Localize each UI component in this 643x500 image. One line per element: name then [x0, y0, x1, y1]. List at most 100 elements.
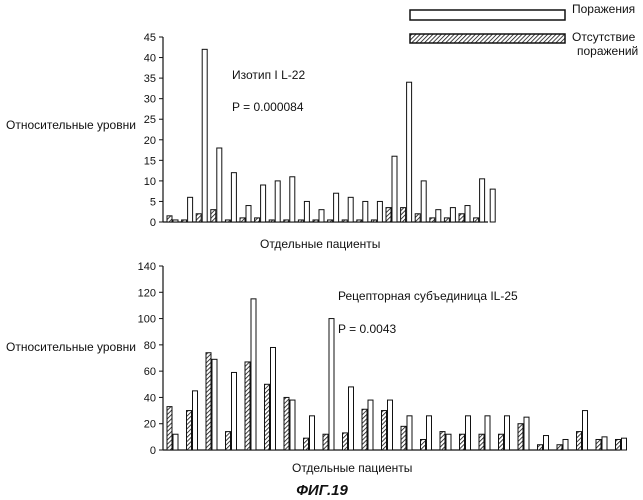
- c2-bar-no-lesion: [440, 432, 445, 450]
- c1-ytick-label: 40: [144, 53, 156, 65]
- c2-ytick-label: 40: [144, 392, 156, 404]
- chart2-ylabel: Относительные уровни: [6, 340, 136, 354]
- legend: Поражения Отсутствие поражений: [410, 2, 638, 58]
- legend-no-lesion-label-2: поражений: [577, 44, 638, 58]
- c2-bar-lesion: [583, 411, 588, 450]
- legend-lesion-label: Поражения: [572, 2, 635, 16]
- c2-bar-no-lesion: [265, 384, 270, 450]
- c1-ytick-label: 15: [144, 155, 156, 167]
- chart1-title: Изотип I L-22: [232, 68, 305, 82]
- c2-bar-no-lesion: [577, 432, 582, 450]
- c1-bar-no-lesion: [225, 220, 230, 222]
- legend-lesion-swatch: [410, 10, 565, 20]
- chart2-title: Рецепторная субъединица IL-25: [338, 289, 518, 303]
- chart2-xlabel: Отдельные пациенты: [292, 461, 412, 475]
- chart-il25-receptor: Относительные уровни Рецепторная субъеди…: [6, 261, 627, 475]
- c2-bar-no-lesion: [187, 411, 192, 450]
- c1-bar-no-lesion: [313, 220, 318, 222]
- c2-ytick-label: 140: [138, 261, 156, 273]
- c2-ytick-label: 60: [144, 366, 156, 378]
- c1-ytick-label: 45: [144, 32, 156, 44]
- c1-bar-no-lesion: [415, 214, 420, 222]
- c2-bar-lesion: [349, 387, 354, 450]
- c2-bar-no-lesion: [206, 353, 211, 450]
- c1-bar-no-lesion: [342, 220, 347, 222]
- c1-bar-lesion: [188, 197, 193, 222]
- c1-bar-lesion: [202, 49, 207, 222]
- c1-bar-no-lesion: [474, 218, 479, 222]
- c1-bar-no-lesion: [284, 220, 289, 222]
- legend-no-lesion-label-1: Отсутствие: [572, 30, 636, 44]
- c2-bar-lesion: [466, 416, 471, 450]
- c1-ytick-label: 30: [144, 94, 156, 106]
- c1-bar-lesion: [363, 201, 368, 222]
- c2-bar-lesion: [544, 436, 549, 450]
- c2-ytick-label: 120: [138, 287, 156, 299]
- c1-bar-no-lesion: [459, 214, 464, 222]
- c1-ytick-label: 25: [144, 114, 156, 126]
- c2-bar-lesion: [368, 400, 373, 450]
- c1-bar-lesion: [217, 148, 222, 222]
- c1-bar-lesion: [290, 177, 295, 222]
- c2-bar-no-lesion: [245, 362, 250, 450]
- c1-bar-lesion: [246, 206, 251, 222]
- c1-bar-lesion: [377, 201, 382, 222]
- c2-bar-no-lesion: [538, 445, 543, 450]
- c2-bar-no-lesion: [362, 409, 367, 450]
- figure-caption: ФИГ.19: [296, 482, 348, 499]
- c2-bar-no-lesion: [284, 397, 289, 450]
- c2-bar-no-lesion: [421, 439, 426, 450]
- c2-bar-no-lesion: [401, 426, 406, 450]
- c2-bar-lesion: [310, 416, 315, 450]
- c2-bar-lesion: [485, 416, 490, 450]
- c1-bar-lesion: [275, 181, 280, 222]
- c1-bar-lesion: [261, 185, 266, 222]
- c2-bar-lesion: [193, 391, 198, 450]
- c2-bar-no-lesion: [167, 407, 172, 450]
- c1-bar-lesion-extra: [490, 189, 495, 222]
- c2-ytick-label: 80: [144, 340, 156, 352]
- c2-bar-lesion: [602, 437, 607, 450]
- chart2-annotation: P = 0.0043: [338, 322, 396, 336]
- c1-bar-no-lesion: [371, 220, 376, 222]
- chart-il22: Относительные уровни Изотип I L-22 P = 0…: [6, 32, 495, 251]
- c1-bar-no-lesion: [298, 220, 303, 222]
- c1-bar-lesion: [319, 210, 324, 222]
- c2-bar-lesion: [446, 434, 451, 450]
- c1-bar-lesion: [334, 193, 339, 222]
- c2-bar-lesion: [388, 400, 393, 450]
- c2-bar-lesion: [505, 416, 510, 450]
- c1-ytick-label: 35: [144, 73, 156, 85]
- chart1-annotation: P = 0.000084: [232, 100, 304, 114]
- c2-bar-no-lesion: [479, 434, 484, 450]
- c2-bar-lesion: [271, 347, 276, 450]
- c2-bar-no-lesion: [226, 432, 231, 450]
- chart1-xlabel: Отдельные пациенты: [260, 237, 380, 251]
- chart1-ylabel: Относительные уровни: [6, 118, 136, 132]
- c1-ytick-label: 20: [144, 135, 156, 147]
- c1-ytick-label: 0: [150, 217, 156, 229]
- c2-bar-lesion: [622, 438, 627, 450]
- c1-bar-no-lesion: [167, 216, 172, 222]
- c1-bar-no-lesion: [328, 220, 333, 222]
- c2-bar-no-lesion: [557, 445, 562, 450]
- c1-bar-no-lesion: [182, 220, 187, 222]
- c2-bar-no-lesion: [323, 434, 328, 450]
- c1-bar-lesion: [173, 220, 178, 222]
- c2-bar-no-lesion: [499, 434, 504, 450]
- c1-bar-no-lesion: [240, 218, 245, 222]
- figure-canvas: Поражения Отсутствие поражений Относител…: [0, 0, 643, 500]
- c2-bar-lesion: [524, 417, 529, 450]
- c2-ytick-label: 0: [150, 445, 156, 457]
- legend-no-lesion-swatch: [410, 34, 565, 43]
- c1-bar-lesion: [421, 181, 426, 222]
- c2-bar-no-lesion: [460, 434, 465, 450]
- c2-bar-no-lesion: [382, 411, 387, 450]
- c1-bar-no-lesion: [401, 208, 406, 222]
- c2-bar-lesion: [563, 439, 568, 450]
- c2-bar-lesion: [427, 416, 432, 450]
- c1-bar-no-lesion: [444, 218, 449, 222]
- c1-ytick-label: 10: [144, 176, 156, 188]
- c2-bar-no-lesion: [304, 438, 309, 450]
- c2-bar-no-lesion: [343, 433, 348, 450]
